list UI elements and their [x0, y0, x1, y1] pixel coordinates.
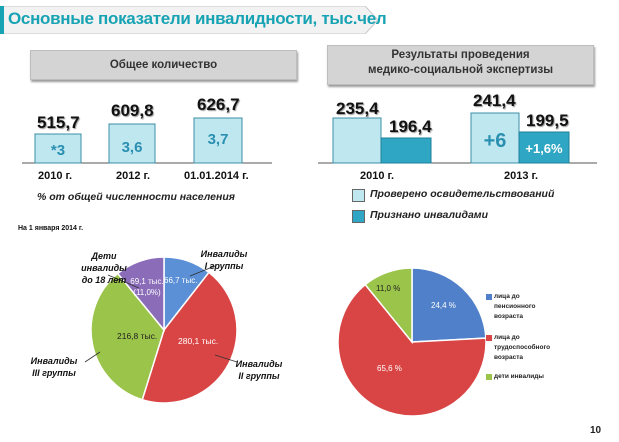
pie2-legend-swatch-1	[486, 294, 492, 300]
pie2-legend-1-line2: пенсионного	[494, 303, 536, 310]
group3-line2: III группы	[32, 368, 76, 378]
pie1-label-children: Дети инвалиды до 18 лет	[74, 250, 134, 286]
pie2-legend-swatch-3	[486, 374, 492, 380]
right-panel-header: Результаты проведения медико-социальной …	[327, 45, 594, 85]
legend-swatch-recognized	[352, 210, 365, 223]
pie1-label-group2: Инвалиды II группы	[227, 358, 291, 382]
pie1-leader-line-2	[214, 354, 238, 363]
recognized-inner-2013: +1,6%	[525, 141, 563, 156]
recognized-value-2010: 196,4	[389, 117, 432, 136]
legend-recognized-label: Признано инвалидами	[370, 209, 488, 221]
title-banner	[0, 6, 379, 34]
group1-line1: Инвалиды	[200, 249, 248, 259]
pie2-legend-2-line3: возраста	[494, 354, 524, 361]
children-line3: до 18 лет	[81, 275, 127, 285]
right-year-2013: 2013 г.	[504, 170, 539, 182]
bar-2012	[108, 123, 156, 164]
pie1-slice-3	[116, 256, 165, 333]
slice2-label-working-age: 65,6 %	[377, 364, 402, 373]
pie1-slice-1	[141, 271, 238, 404]
pie2-slice-0	[411, 267, 487, 343]
page-number: 10	[590, 425, 602, 436]
bar-2010	[34, 133, 82, 164]
year-label-2014: 01.01.2014 г.	[184, 170, 249, 182]
bar-recognized-2010	[380, 137, 432, 164]
pie2-legend-2-line1: лица до	[494, 334, 520, 341]
pie2-slice-2	[364, 267, 413, 345]
pie1-leader-line-1	[189, 265, 216, 277]
right-header-line1: Результаты проведения	[391, 49, 530, 61]
group1-line2: I группы	[204, 261, 244, 271]
bar-checked-2010	[332, 117, 382, 164]
bar-value-2014: 626,7	[197, 95, 240, 114]
left-note: % от общей численности населения	[37, 191, 235, 203]
pie1-label-group3: Инвалиды III группы	[22, 355, 86, 379]
pie2-legend-swatch-2	[486, 335, 492, 341]
pie2-legend-1: лица до пенсионного возраста	[494, 292, 535, 322]
year-label-2012: 2012 г.	[116, 170, 151, 182]
slice-label-group1: 66,7 тыс.	[164, 276, 198, 285]
pie2-slice-1	[337, 283, 487, 417]
bar-pct-2010: *3	[50, 142, 66, 159]
children-line1: Дети	[91, 251, 117, 261]
group2-line1: Инвалиды	[235, 359, 283, 369]
legend-checked-label: Проверено освидетельствований	[370, 188, 555, 200]
pie1-label-group1: Инвалиды I группы	[192, 248, 256, 272]
bar-recognized-2013	[518, 131, 570, 164]
pie2-legend-1-line1: лица до	[494, 293, 520, 300]
group3-line1: Инвалиды	[30, 356, 78, 366]
year-label-2010: 2010 г.	[38, 170, 73, 182]
children-line2: инвалиды	[81, 263, 127, 273]
bar-checked-2013	[470, 112, 520, 164]
bar-pct-2014: 3,7	[207, 131, 229, 148]
bar-2014	[193, 117, 243, 164]
pie2-legend-1-line3: возраста	[494, 313, 524, 320]
bar-value-2010: 515,7	[37, 113, 80, 132]
pie1-leader-line-0	[107, 274, 140, 289]
slice-label-group2: 280,1 тыс.	[178, 336, 219, 346]
checked-value-2010: 235,4	[336, 99, 379, 118]
checked-value-2013: 241,4	[473, 91, 516, 110]
legend-swatch-checked	[352, 189, 365, 202]
pie1-slice-2	[90, 272, 165, 401]
right-header-line2: медико-социальной экспертизы	[367, 64, 554, 76]
slice-label-children: 69,1 тыс. (11,0%)	[126, 276, 168, 298]
pie-date-note: На 1 января 2014 г.	[18, 225, 84, 232]
right-year-2010: 2010 г.	[360, 170, 395, 182]
slice2-label-pre-retirement: 24,4 %	[431, 301, 456, 310]
recognized-value-2013: 199,5	[526, 111, 569, 130]
slice2-label-children: 11,0 %	[376, 284, 401, 293]
left-panel-header: Общее количество	[30, 50, 297, 80]
pie2-legend-2-line2: трудоспособного	[494, 344, 551, 351]
pie2-legend-2: лица до трудоспособного возраста	[494, 333, 550, 363]
slice-children-line1: 69,1 тыс.	[130, 277, 164, 286]
pie2-legend-3: дети инвалиды	[494, 373, 544, 380]
checked-inner-2013: +6	[483, 130, 507, 152]
group2-line2: II группы	[238, 371, 280, 381]
bar-value-2012: 609,8	[111, 101, 154, 120]
pie1-leader-line-3	[84, 351, 101, 363]
slice-label-group3: 216,8 тыс.	[117, 331, 158, 341]
slice-children-line2: (11,0%)	[133, 288, 161, 297]
page-title: Основные показатели инвалидности, тыс.че…	[8, 9, 387, 28]
bar-pct-2012: 3,6	[121, 139, 143, 156]
